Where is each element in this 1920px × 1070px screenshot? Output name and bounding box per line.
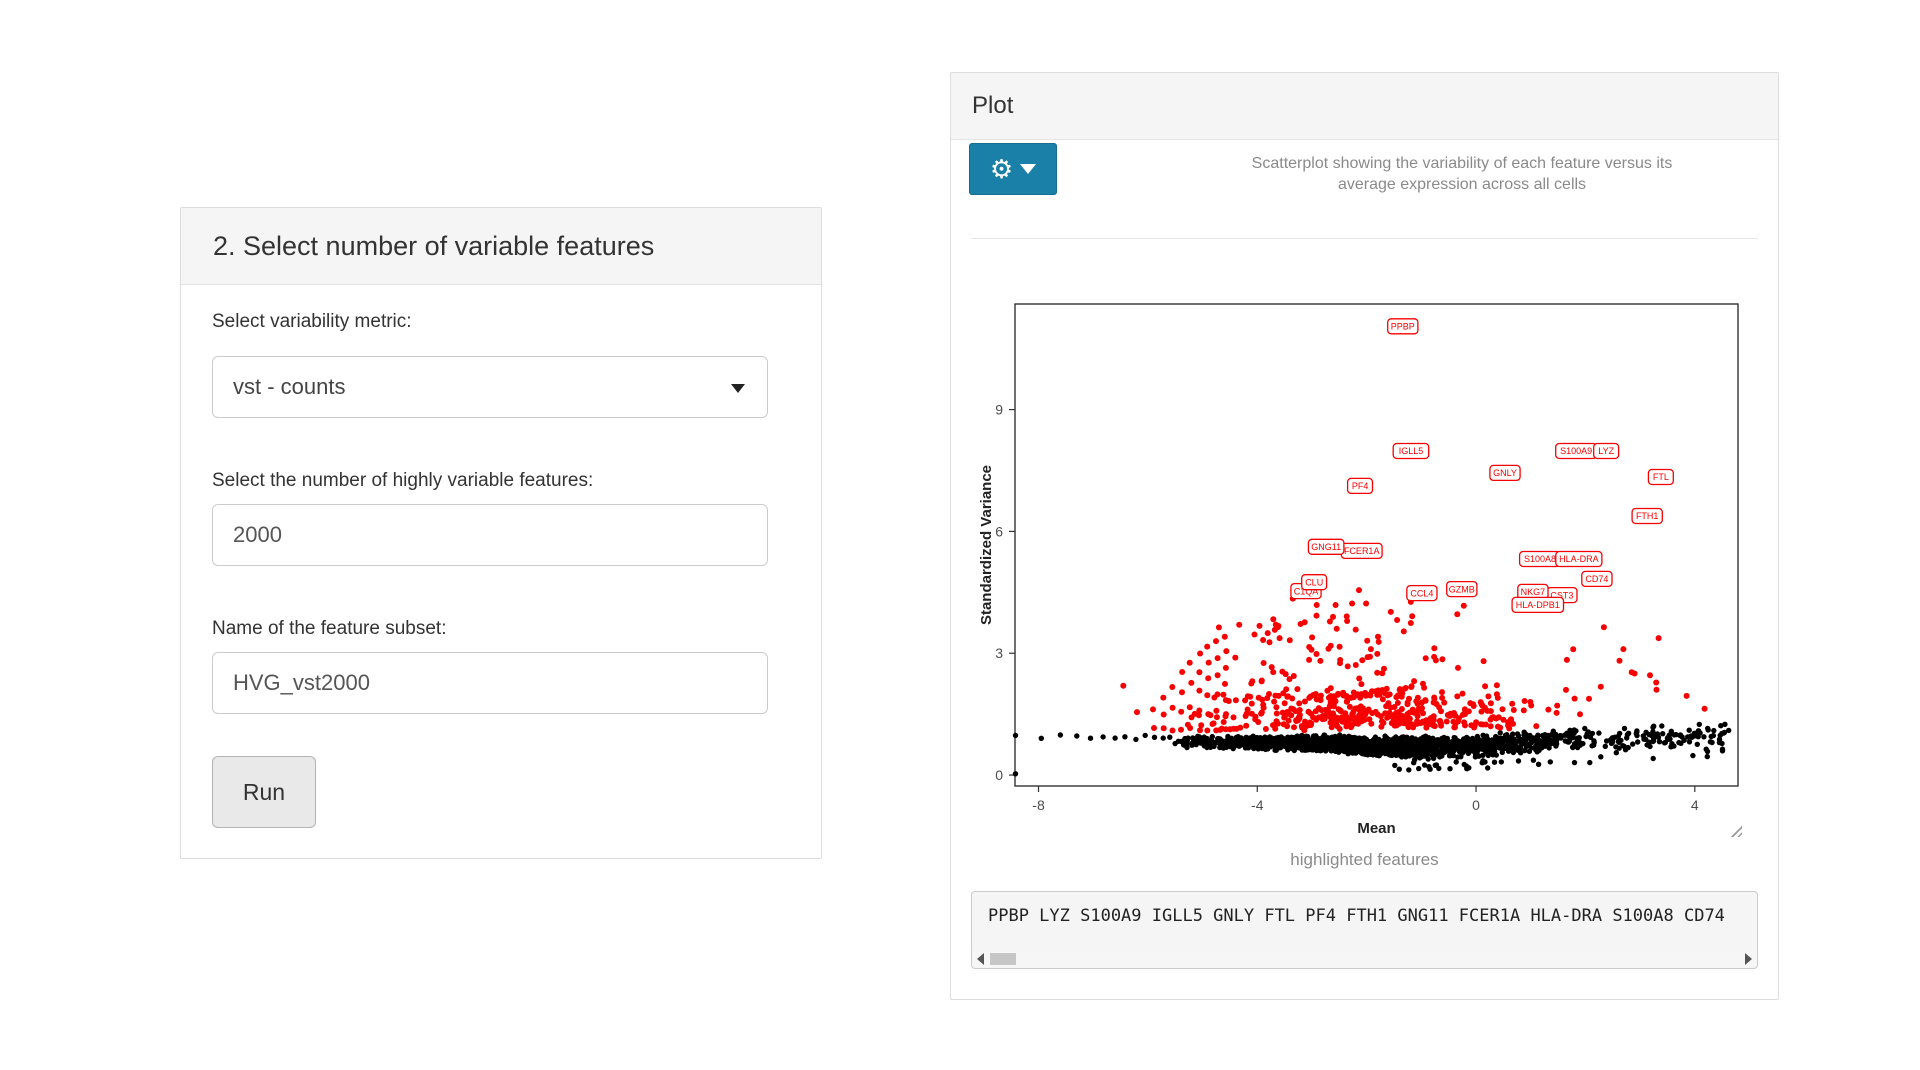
features-output-box[interactable]: PPBP LYZ S100A9 IGLL5 GNLY FTL PF4 FTH1 …	[971, 891, 1758, 969]
svg-text:HLA-DPB1: HLA-DPB1	[1516, 600, 1560, 610]
svg-text:IGLL5: IGLL5	[1399, 446, 1424, 456]
svg-text:PF4: PF4	[1352, 481, 1369, 491]
gene-label-GNLY: GNLY	[1489, 464, 1521, 482]
svg-text:PPBP: PPBP	[1391, 322, 1415, 332]
subset-name-label: Name of the feature subset:	[212, 618, 447, 639]
n-features-input[interactable]	[212, 504, 768, 566]
svg-text:0: 0	[995, 767, 1003, 783]
svg-text:CD74: CD74	[1585, 574, 1608, 584]
gene-label-IGLL5: IGLL5	[1392, 442, 1430, 460]
caret-down-icon	[731, 384, 745, 393]
svg-text:4: 4	[1691, 797, 1699, 813]
svg-text:GNLY: GNLY	[1493, 468, 1517, 478]
svg-text:NKG7: NKG7	[1521, 587, 1546, 597]
svg-text:S100A9: S100A9	[1560, 446, 1592, 456]
gene-label-GZMB: GZMB	[1446, 580, 1478, 598]
gene-label-FTH1: FTH1	[1631, 507, 1663, 525]
svg-text:Standardized Variance: Standardized Variance	[978, 465, 995, 625]
metric-selected-value: vst - counts	[233, 374, 346, 399]
gene-label-FTL: FTL	[1647, 468, 1674, 486]
svg-text:9: 9	[995, 402, 1003, 418]
svg-text:LYZ: LYZ	[1598, 446, 1614, 456]
plot-caption-line2: average expression across all cells	[1337, 176, 1587, 193]
gene-label-S100A8: S100A8	[1518, 550, 1562, 568]
svg-text:Mean: Mean	[1357, 820, 1395, 837]
panel-title: 2. Select number of variable features	[213, 231, 655, 261]
scroll-right-icon[interactable]	[1745, 953, 1752, 965]
run-button[interactable]: Run	[212, 756, 316, 828]
svg-text:GNG11: GNG11	[1311, 542, 1341, 552]
variable-features-panel: 2. Select number of variable features Se…	[180, 207, 822, 859]
gene-label-HLA-DPB1: HLA-DPB1	[1511, 596, 1565, 614]
svg-text:S100A8: S100A8	[1524, 554, 1556, 564]
variability-metric-select[interactable]: vst - counts	[212, 356, 768, 418]
n-features-label: Select the number of highly variable fea…	[212, 470, 594, 491]
gene-label-CD74: CD74	[1581, 570, 1613, 588]
gene-label-GNG11: GNG11	[1307, 538, 1345, 555]
gene-label-FCER1A: FCER1A	[1340, 542, 1383, 560]
metric-label: Select variability metric:	[212, 311, 412, 332]
plot-panel: Plot ⚙ Scatterplot showing the variabili…	[950, 72, 1779, 1000]
svg-text:CCL4: CCL4	[1410, 588, 1433, 598]
svg-text:C1QA: C1QA	[1294, 586, 1319, 596]
svg-text:6: 6	[995, 523, 1003, 539]
svg-text:0: 0	[1472, 797, 1480, 813]
plot-panel-title: Plot	[972, 92, 1014, 119]
svg-text:FTL: FTL	[1653, 472, 1669, 482]
svg-text:-4: -4	[1251, 797, 1264, 813]
horizontal-scrollbar[interactable]	[973, 951, 1756, 967]
gene-label-LYZ: LYZ	[1593, 442, 1620, 460]
scroll-left-icon[interactable]	[977, 953, 984, 965]
caret-down-icon	[1020, 164, 1037, 174]
gene-label-PF4: PF4	[1346, 477, 1374, 495]
plot-panel-header: Plot	[951, 73, 1778, 140]
svg-text:CLU: CLU	[1305, 577, 1323, 587]
plot-settings-button[interactable]: ⚙	[969, 143, 1057, 195]
plot-caption: Scatterplot showing the variability of e…	[1182, 153, 1742, 195]
gene-label-CCL4: CCL4	[1406, 584, 1438, 602]
gene-label-CLU: CLU	[1301, 574, 1328, 591]
gear-icon: ⚙	[989, 154, 1014, 184]
gene-label-PPBP: PPBP	[1387, 318, 1419, 335]
features-text: PPBP LYZ S100A9 IGLL5 GNLY FTL PF4 FTH1 …	[988, 906, 1725, 926]
svg-text:HLA-DRA: HLA-DRA	[1559, 554, 1599, 564]
scrollbar-thumb[interactable]	[990, 953, 1016, 965]
svg-text:FTH1: FTH1	[1636, 511, 1659, 521]
highlighted-features-caption: highlighted features	[1290, 850, 1439, 869]
svg-text:CST3: CST3	[1550, 590, 1573, 600]
svg-text:-8: -8	[1032, 797, 1045, 813]
svg-text:FCER1A: FCER1A	[1344, 546, 1380, 556]
plot-caption-line1: Scatterplot showing the variability of e…	[1251, 155, 1673, 172]
gene-label-S100A9: S100A9	[1555, 442, 1598, 460]
svg-text:3: 3	[995, 645, 1003, 661]
gene-label-HLA-DRA: HLA-DRA	[1555, 550, 1603, 568]
svg-text:GZMB: GZMB	[1449, 584, 1475, 594]
subset-name-input[interactable]	[212, 652, 768, 714]
divider	[971, 238, 1758, 239]
panel-header: 2. Select number of variable features	[181, 208, 821, 285]
variability-scatterplot: 0 3 6 9 -8 -4 0 4 Mean Standardized Variance IGLL5…	[978, 303, 1739, 837]
